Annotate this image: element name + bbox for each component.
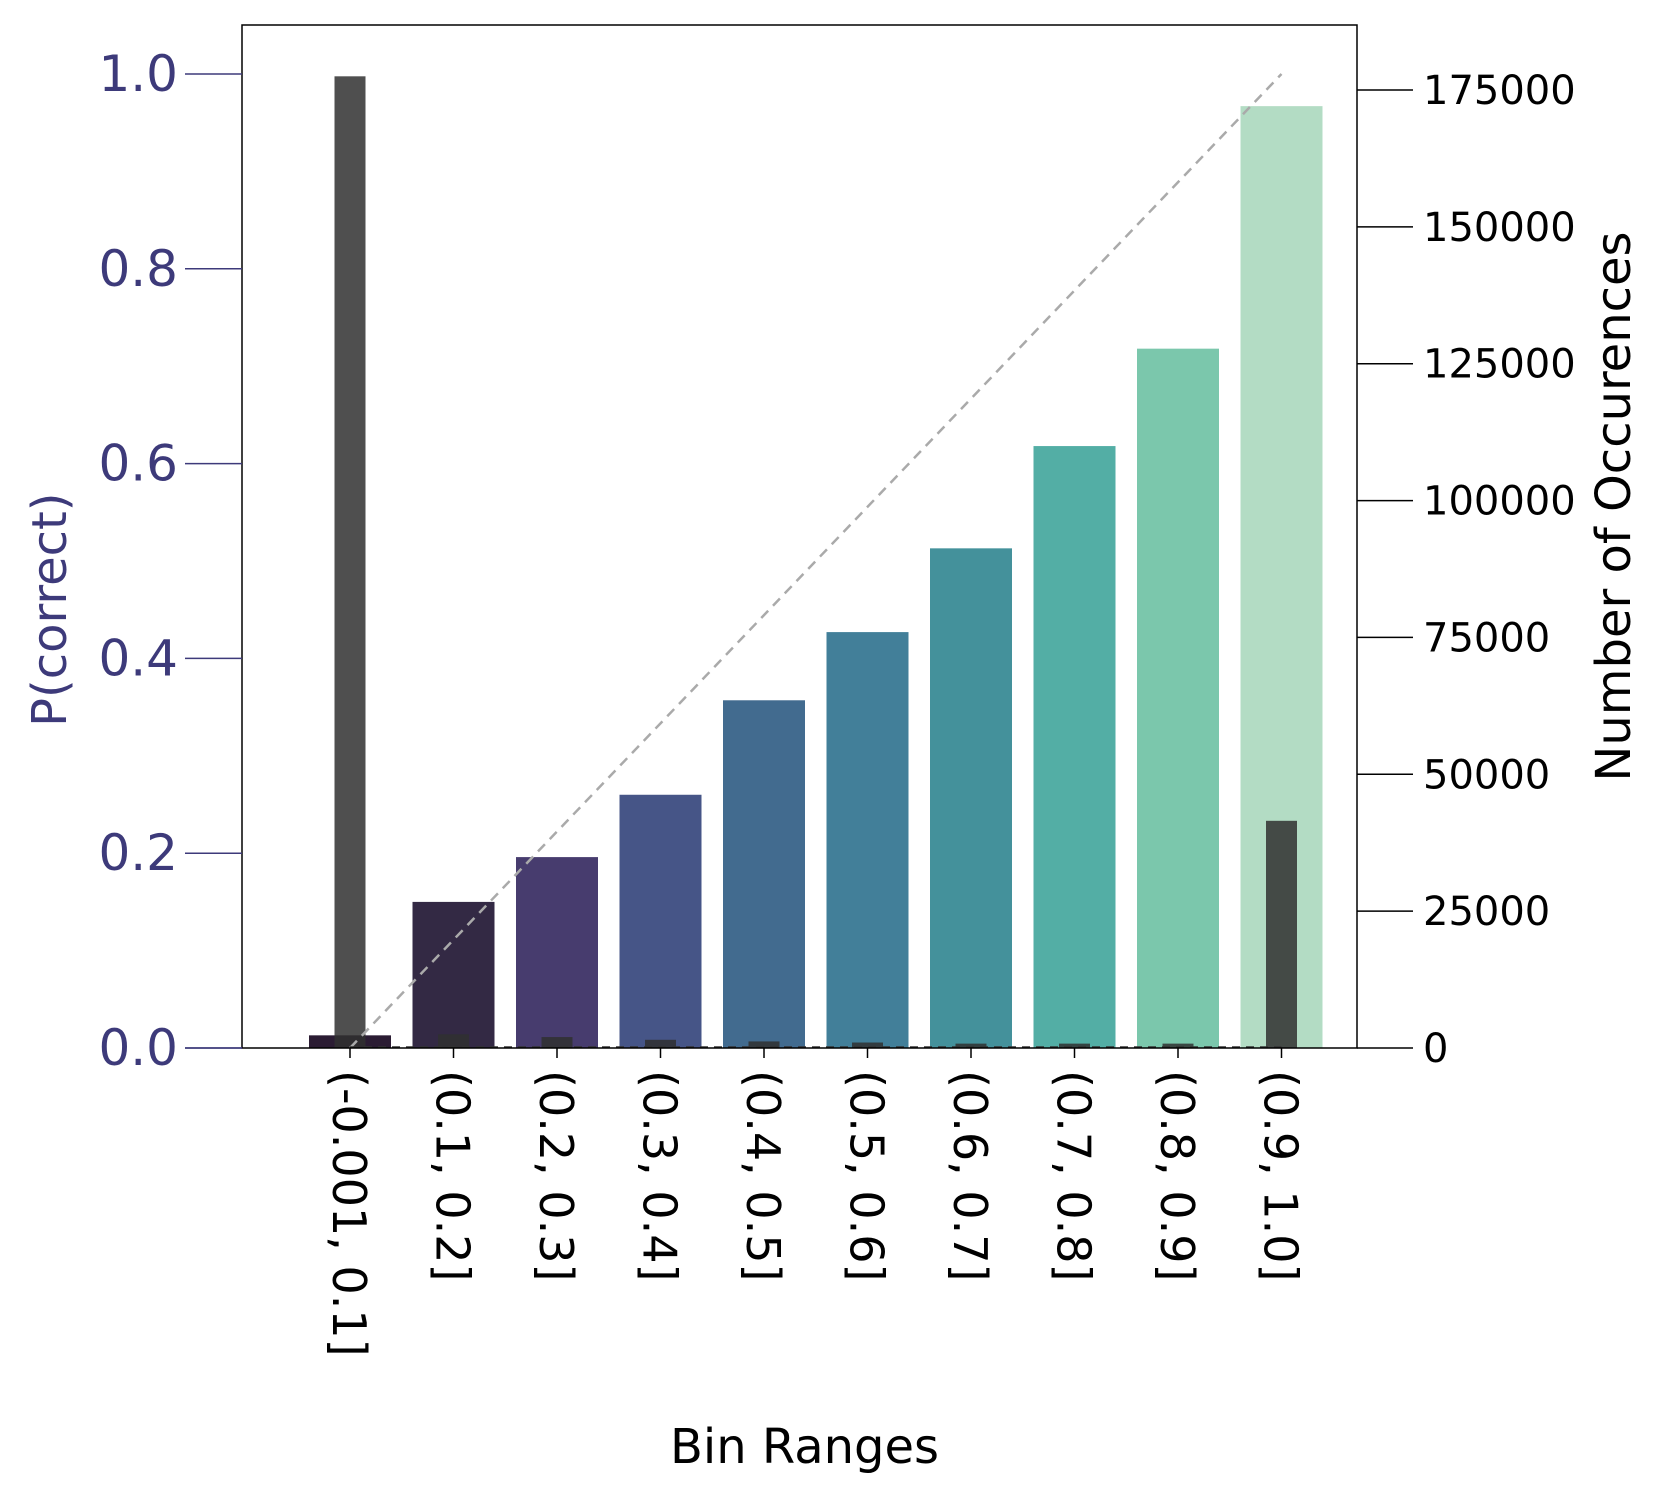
right-tick-label: 75000 — [1423, 615, 1550, 661]
occurrence-bar — [748, 1041, 780, 1048]
x-tick-label: (0.8, 0.9] — [1150, 1070, 1204, 1281]
p-correct-bar — [1137, 348, 1219, 1049]
left-y-axis-label: P(correct) — [22, 492, 78, 726]
occurrence-bar — [1266, 820, 1297, 1048]
left-tick-label: 0.0 — [98, 1019, 178, 1077]
x-tick-label: (0.9, 1.0] — [1254, 1070, 1308, 1281]
occurrence-bar — [334, 76, 366, 1049]
x-tick-label: (0.7, 0.8] — [1047, 1070, 1101, 1281]
x-tick-label: (-0.001, 0.1] — [322, 1070, 376, 1357]
occurrence-bar — [852, 1042, 883, 1048]
p-correct-bars — [309, 106, 1323, 1049]
x-tick-label: (0.4, 0.5] — [736, 1070, 790, 1281]
p-correct-bar — [516, 857, 598, 1048]
occurrence-bar — [955, 1043, 987, 1048]
p-correct-bar — [412, 901, 495, 1048]
right-tick-label: 150000 — [1423, 205, 1576, 251]
occurrence-bar — [438, 1034, 469, 1048]
x-tick-label: (0.5, 0.6] — [840, 1070, 894, 1281]
x-tick-label: (0.6, 0.7] — [943, 1070, 997, 1281]
x-axis: (-0.001, 0.1] (0.1, 0.2] (0.2, 0.3] (0.3, 0… — [322, 1048, 1308, 1357]
x-tick-label: (0.3, 0.4] — [633, 1070, 687, 1281]
p-correct-bar — [826, 632, 909, 1048]
plot-frame — [241, 24, 1358, 1049]
p-correct-bar — [619, 794, 702, 1048]
right-axis: 0 25000 50000 75000 100000 125000 150000 175000 — [1357, 68, 1576, 1072]
occurrence-bar — [541, 1037, 573, 1048]
left-tick-label: 1.0 — [98, 45, 178, 103]
p-correct-bar — [1033, 446, 1116, 1048]
x-axis-label: Bin Ranges — [670, 1419, 939, 1475]
occurrence-bars — [334, 76, 1297, 1049]
left-tick-label: 0.4 — [98, 629, 178, 687]
right-tick-label: 175000 — [1423, 68, 1576, 114]
right-y-axis-label: Number of Occurences — [1586, 231, 1642, 781]
right-tick-label: 100000 — [1423, 479, 1576, 525]
p-correct-bar — [930, 548, 1012, 1048]
right-tick-label: 0 — [1423, 1026, 1448, 1072]
occurrence-bar — [1162, 1043, 1194, 1048]
p-correct-bar — [723, 700, 805, 1048]
right-tick-label: 25000 — [1423, 889, 1550, 935]
left-tick-label: 0.8 — [98, 240, 178, 298]
right-tick-label: 125000 — [1423, 342, 1576, 388]
occurrence-bar — [645, 1039, 676, 1048]
reference-diagonal-line — [349, 73, 1283, 1049]
x-tick-label: (0.1, 0.2] — [426, 1070, 480, 1281]
reference-diagonal — [349, 73, 1283, 1049]
left-axis: 0.0 0.2 0.4 0.6 0.8 1.0 — [98, 45, 242, 1077]
left-tick-label: 0.6 — [98, 435, 178, 493]
x-tick-label: (0.2, 0.3] — [529, 1070, 583, 1281]
occurrence-bar — [1059, 1043, 1090, 1048]
left-tick-label: 0.2 — [98, 824, 178, 882]
right-tick-label: 50000 — [1423, 752, 1550, 798]
